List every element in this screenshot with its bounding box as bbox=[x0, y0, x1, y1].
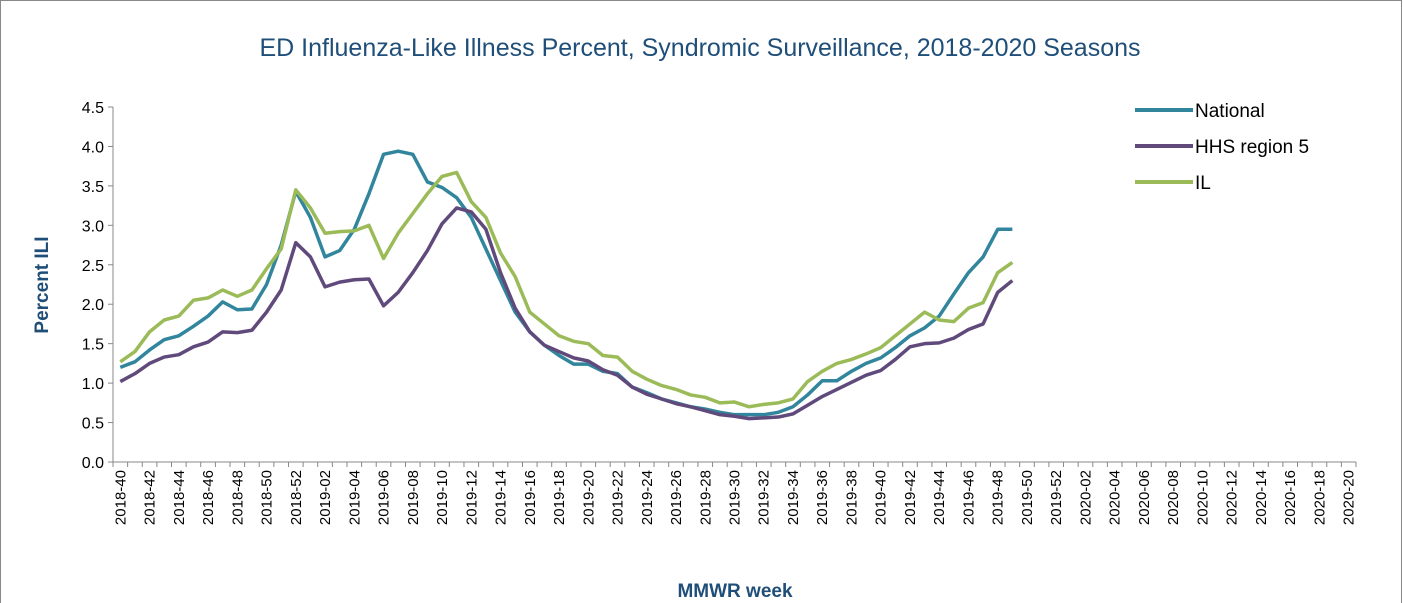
x-tick-label: 2019-28 bbox=[697, 470, 714, 525]
x-tick-label: 2019-20 bbox=[580, 470, 597, 525]
x-tick-label: 2020-16 bbox=[1282, 470, 1299, 525]
x-tick-label: 2019-10 bbox=[434, 470, 451, 525]
x-tick-label: 2019-50 bbox=[1019, 470, 1036, 525]
y-tick-label: 4.0 bbox=[82, 139, 104, 156]
x-tick-label: 2019-44 bbox=[931, 470, 948, 525]
y-axis-label: Percent ILI bbox=[32, 236, 53, 333]
x-tick-label: 2019-24 bbox=[639, 470, 656, 525]
x-tick-label: 2019-38 bbox=[843, 470, 860, 525]
y-tick-label: 1.5 bbox=[82, 337, 104, 354]
x-tick-label: 2019-16 bbox=[522, 470, 539, 525]
x-tick-label: 2019-42 bbox=[902, 470, 919, 525]
legend-label: HHS region 5 bbox=[1195, 137, 1309, 158]
x-tick-label: 2019-34 bbox=[785, 470, 802, 525]
x-tick-label: 2018-44 bbox=[171, 470, 188, 525]
x-tick-label: 2019-52 bbox=[1048, 470, 1065, 525]
x-tick-label: 2018-50 bbox=[259, 470, 276, 525]
x-tick-label: 2020-10 bbox=[1194, 470, 1211, 525]
chart-title: ED Influenza-Like Illness Percent, Syndr… bbox=[259, 34, 1140, 62]
x-tick-label: 2020-12 bbox=[1224, 470, 1241, 525]
x-tick-label: 2020-04 bbox=[1107, 470, 1124, 525]
x-tick-label: 2019-18 bbox=[551, 470, 568, 525]
x-tick-label: 2018-52 bbox=[288, 470, 305, 525]
x-tick-label: 2020-18 bbox=[1311, 470, 1328, 525]
y-tick-label: 4.5 bbox=[82, 100, 104, 117]
legend-label: IL bbox=[1195, 173, 1211, 194]
x-tick-label: 2019-04 bbox=[346, 470, 363, 525]
x-tick-label: 2020-06 bbox=[1136, 470, 1153, 525]
y-tick-label: 2.5 bbox=[82, 258, 104, 275]
x-tick-label: 2019-48 bbox=[990, 470, 1007, 525]
y-tick-label: 1.0 bbox=[82, 376, 104, 393]
x-tick-label: 2019-08 bbox=[405, 470, 422, 525]
x-tick-label: 2019-26 bbox=[668, 470, 685, 525]
x-tick-label: 2019-40 bbox=[873, 470, 890, 525]
x-tick-label: 2019-30 bbox=[727, 470, 744, 525]
y-tick-label: 3.0 bbox=[82, 218, 104, 235]
y-tick-label: 2.0 bbox=[82, 297, 104, 314]
x-tick-label: 2020-14 bbox=[1253, 470, 1270, 525]
x-tick-label: 2018-40 bbox=[112, 470, 129, 525]
x-tick-label: 2019-32 bbox=[756, 470, 773, 525]
x-tick-label: 2019-12 bbox=[463, 470, 480, 525]
x-axis-label: MMWR week bbox=[677, 581, 793, 602]
x-tick-label: 2019-36 bbox=[814, 470, 831, 525]
y-tick-label: 3.5 bbox=[82, 179, 104, 196]
x-tick-label: 2018-42 bbox=[142, 470, 159, 525]
x-tick-label: 2019-46 bbox=[960, 470, 977, 525]
x-tick-label: 2020-20 bbox=[1341, 470, 1358, 525]
x-tick-label: 2020-02 bbox=[1077, 470, 1094, 525]
legend-label: National bbox=[1195, 101, 1265, 122]
y-tick-label: 0.0 bbox=[82, 455, 104, 472]
x-tick-label: 2020-08 bbox=[1165, 470, 1182, 525]
x-tick-label: 2019-22 bbox=[610, 470, 627, 525]
x-tick-label: 2019-06 bbox=[376, 470, 393, 525]
x-tick-label: 2018-46 bbox=[200, 470, 217, 525]
x-tick-label: 2019-14 bbox=[493, 470, 510, 525]
y-tick-label: 0.5 bbox=[82, 416, 104, 433]
series-line bbox=[119, 170, 1014, 409]
x-tick-label: 2018-48 bbox=[229, 470, 246, 525]
series-line bbox=[119, 206, 1014, 421]
series-line bbox=[119, 149, 1013, 417]
x-tick-label: 2019-02 bbox=[317, 470, 334, 525]
